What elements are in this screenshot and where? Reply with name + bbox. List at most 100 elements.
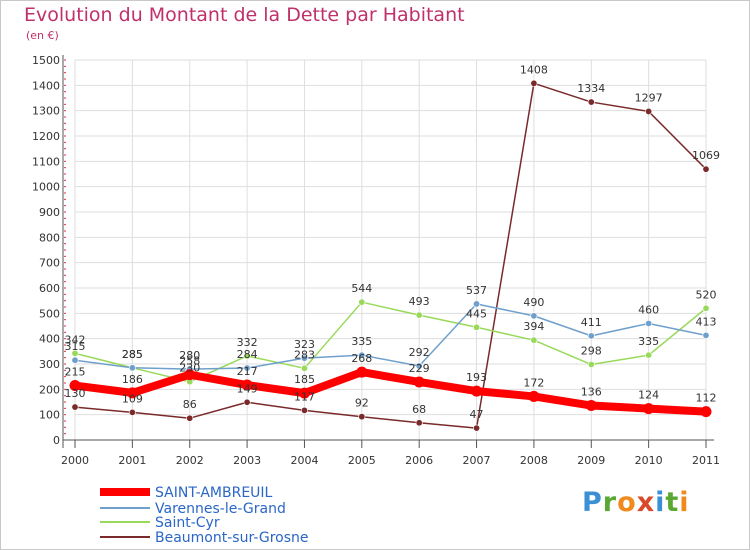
data-label: 544 bbox=[351, 282, 372, 295]
data-label: 149 bbox=[237, 382, 258, 395]
data-point bbox=[358, 413, 366, 421]
y-tick-label: 700 bbox=[39, 257, 60, 270]
y-minor-tick bbox=[64, 148, 66, 150]
x-tick-label: 2006 bbox=[405, 454, 433, 467]
data-point bbox=[415, 311, 423, 319]
data-point bbox=[300, 354, 308, 362]
data-label: 283 bbox=[294, 348, 315, 361]
data-label: 490 bbox=[523, 296, 544, 309]
y-minor-tick bbox=[64, 376, 66, 378]
data-point bbox=[473, 323, 481, 331]
y-minor-tick bbox=[64, 141, 66, 143]
y-tick-label: 1100 bbox=[32, 155, 60, 168]
data-label: 86 bbox=[183, 398, 197, 411]
y-minor-tick bbox=[64, 281, 66, 283]
y-minor-tick bbox=[64, 350, 66, 352]
data-point bbox=[186, 414, 194, 422]
data-point bbox=[528, 390, 540, 402]
y-tick-label: 1500 bbox=[32, 54, 60, 67]
y-minor-tick bbox=[64, 338, 66, 340]
data-label: 92 bbox=[355, 397, 369, 410]
y-minor-tick bbox=[64, 186, 66, 188]
y-tick-label: 300 bbox=[39, 358, 60, 371]
data-label: 298 bbox=[581, 345, 602, 358]
y-minor-tick bbox=[64, 192, 66, 194]
data-point bbox=[298, 387, 310, 399]
data-point bbox=[71, 349, 79, 357]
data-point bbox=[126, 387, 138, 399]
y-minor-tick bbox=[64, 59, 66, 61]
data-label: 112 bbox=[696, 392, 717, 405]
y-minor-tick bbox=[64, 179, 66, 181]
y-tick-label: 600 bbox=[39, 282, 60, 295]
y-minor-tick bbox=[64, 173, 66, 175]
chart-title: Evolution du Montant de la Dette par Hab… bbox=[24, 4, 465, 26]
y-minor-tick bbox=[64, 262, 66, 264]
data-point bbox=[587, 98, 595, 106]
y-minor-tick bbox=[64, 255, 66, 257]
data-point bbox=[473, 300, 481, 308]
data-label: 130 bbox=[65, 387, 86, 400]
data-point bbox=[243, 352, 251, 360]
data-point bbox=[243, 398, 251, 406]
data-label: 335 bbox=[638, 335, 659, 348]
data-point bbox=[241, 379, 253, 391]
y-minor-tick bbox=[64, 243, 66, 245]
data-point bbox=[415, 419, 423, 427]
y-tick-label: 900 bbox=[39, 206, 60, 219]
legend-label: SAINT-AMBREUIL bbox=[155, 485, 273, 501]
data-label: 124 bbox=[638, 389, 659, 402]
x-tick-label: 2009 bbox=[577, 454, 605, 467]
y-minor-tick bbox=[64, 72, 66, 74]
y-minor-tick bbox=[64, 211, 66, 213]
data-label: 323 bbox=[294, 338, 315, 351]
y-tick-label: 1000 bbox=[32, 181, 60, 194]
y-minor-tick bbox=[64, 224, 66, 226]
y-minor-tick bbox=[64, 78, 66, 80]
data-label: 342 bbox=[65, 333, 86, 346]
chart-unit-label: (en €) bbox=[26, 29, 59, 42]
y-minor-tick bbox=[64, 249, 66, 251]
data-point bbox=[471, 385, 483, 397]
data-label: 292 bbox=[409, 346, 430, 359]
data-point bbox=[358, 351, 366, 359]
data-label: 460 bbox=[638, 303, 659, 316]
data-point bbox=[645, 351, 653, 359]
y-minor-tick bbox=[64, 103, 66, 105]
y-minor-tick bbox=[64, 300, 66, 302]
data-point bbox=[643, 403, 655, 415]
y-minor-tick bbox=[64, 357, 66, 359]
data-label: 172 bbox=[523, 376, 544, 389]
legend-label: Varennes-le-Grand bbox=[155, 501, 286, 517]
y-tick-label: 1200 bbox=[32, 130, 60, 143]
x-tick-label: 2002 bbox=[176, 454, 204, 467]
y-minor-tick bbox=[64, 287, 66, 289]
y-minor-tick bbox=[64, 395, 66, 397]
x-tick-label: 2004 bbox=[290, 454, 318, 467]
series-line-3 bbox=[74, 82, 707, 429]
y-minor-tick bbox=[64, 198, 66, 200]
data-point bbox=[473, 424, 481, 432]
data-label: 332 bbox=[237, 336, 258, 349]
data-point bbox=[702, 165, 710, 173]
data-label: 258 bbox=[179, 355, 200, 368]
y-minor-tick bbox=[64, 325, 66, 327]
legend-label: Saint-Cyr bbox=[155, 515, 220, 531]
x-tick-label: 2001 bbox=[118, 454, 146, 467]
y-minor-tick bbox=[64, 154, 66, 156]
y-minor-tick bbox=[64, 426, 66, 428]
data-label: 1408 bbox=[520, 63, 548, 76]
y-minor-tick bbox=[64, 319, 66, 321]
data-label: 1297 bbox=[635, 91, 663, 104]
y-minor-tick bbox=[64, 388, 66, 390]
data-point bbox=[587, 361, 595, 369]
data-point bbox=[530, 336, 538, 344]
y-minor-tick bbox=[64, 236, 66, 238]
data-point bbox=[645, 107, 653, 115]
data-point bbox=[645, 319, 653, 327]
y-minor-tick bbox=[64, 129, 66, 131]
data-label: 47 bbox=[470, 408, 484, 421]
data-label: 229 bbox=[409, 362, 430, 375]
data-label: 280 bbox=[179, 349, 200, 362]
